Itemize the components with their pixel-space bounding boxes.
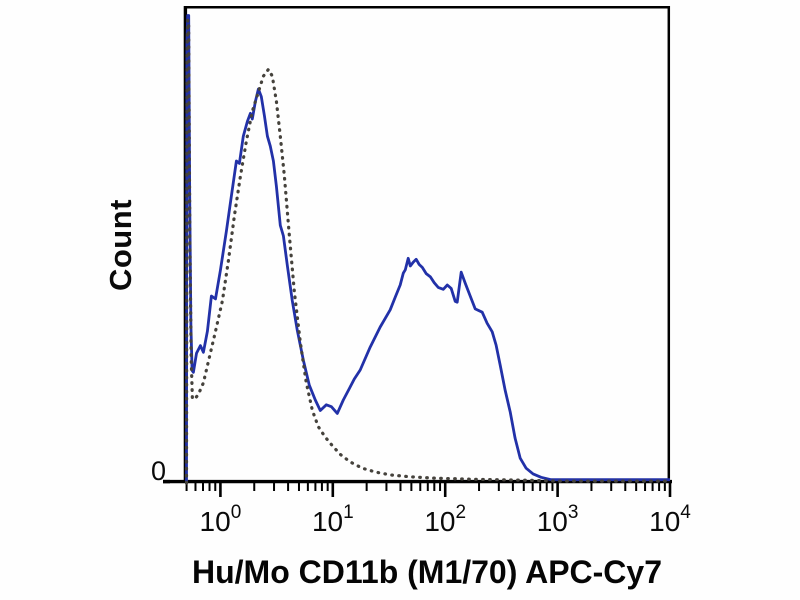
dotted-gray-control-curve <box>184 18 672 485</box>
x-axis-tick-labels: 100 101 102 103 104 <box>200 502 692 537</box>
x-axis-ticks <box>185 483 672 497</box>
svg-text:102: 102 <box>424 502 466 537</box>
solid-blue-stained-curve <box>185 14 670 484</box>
svg-text:101: 101 <box>312 502 354 537</box>
svg-text:100: 100 <box>200 502 242 537</box>
x-axis-title: Hu/Mo CD11b (M1/70) APC-Cy7 <box>192 554 662 590</box>
svg-text:103: 103 <box>537 502 579 537</box>
svg-text:104: 104 <box>649 502 691 537</box>
y-axis-zero-tick-label: 0 <box>150 456 166 486</box>
